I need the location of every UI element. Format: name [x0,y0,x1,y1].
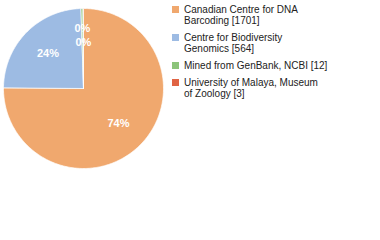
svg-text:0%: 0% [75,36,91,48]
html-text:Centre for Biodiversity: Centre for Biodiversity [184,32,283,43]
svg-text:24%: 24% [37,47,59,59]
html-text:of Zoology [3]: of Zoology [3] [184,88,245,99]
svg-text:0%: 0% [74,22,90,34]
svg-text:74%: 74% [107,117,129,129]
html-text:Barcoding [1701]: Barcoding [1701] [184,15,260,26]
html-text:Genomics [564]: Genomics [564] [184,43,254,54]
html-text:Mined from GenBank, NCBI [12]: Mined from GenBank, NCBI [12] [184,60,328,71]
html-text:University of Malaya, Museum: University of Malaya, Museum [184,77,318,88]
html-text:Canadian Centre for DNA: Canadian Centre for DNA [184,4,298,15]
